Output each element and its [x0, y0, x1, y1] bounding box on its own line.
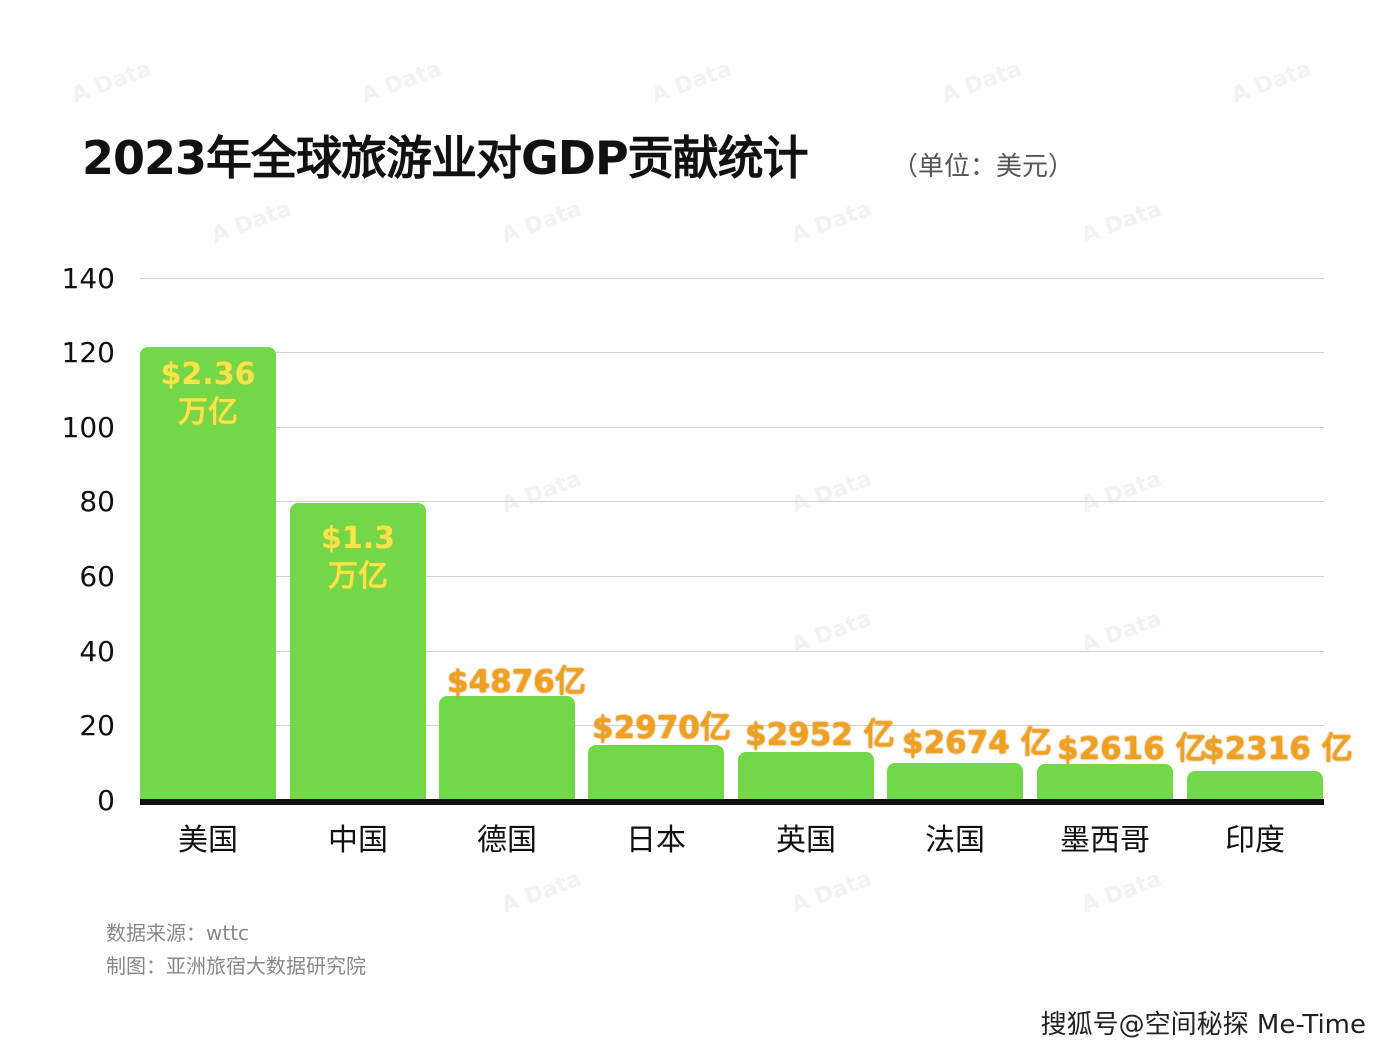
data-label-japan: $2970亿 [592, 710, 731, 746]
bar-china [290, 503, 426, 800]
gridline-40 [140, 651, 1324, 652]
bar-usa [140, 347, 276, 800]
y-tick: 40 [79, 635, 115, 668]
y-tick: 120 [61, 336, 115, 369]
chart-title: 2023年全球旅游业对GDP贡献统计 [82, 131, 809, 185]
chart-unit: （单位：美元） [892, 152, 1075, 182]
data-label-germany: $4876亿 [447, 664, 586, 700]
bar-uk [738, 752, 874, 800]
gridline-20 [140, 725, 1324, 726]
x-axis-baseline [140, 799, 1324, 805]
bar-mexico [1037, 764, 1173, 800]
x-tick-label: 中国 [328, 823, 388, 858]
gridline-80 [140, 501, 1324, 502]
y-tick: 0 [97, 784, 115, 817]
x-tick-label: 英国 [776, 823, 836, 858]
data-label-uk: $2952 亿 [745, 717, 895, 753]
data-label-mexico: $2616 亿 [1057, 731, 1207, 767]
y-tick: 60 [79, 560, 115, 593]
data-label-india: $2316 亿 [1203, 731, 1353, 767]
gridline-60 [140, 576, 1324, 577]
bar-japan [588, 745, 724, 800]
source-note: 数据来源：wttc [106, 921, 250, 945]
publisher-credit: 搜狐号@空间秘探 Me-Time [1040, 1010, 1366, 1040]
data-label-france: $2674 亿 [902, 725, 1052, 761]
x-tick-label: 美国 [178, 823, 238, 858]
data-label-line1: $1.3 [320, 521, 396, 556]
data-label-china: $1.3 万亿 [290, 520, 426, 596]
data-label-usa: $2.36 万亿 [140, 356, 276, 432]
y-tick: 20 [79, 709, 115, 742]
x-tick-label: 墨西哥 [1060, 823, 1150, 858]
gridline-140 [140, 278, 1324, 279]
bar-germany [439, 696, 575, 800]
data-label-line1: $2.36 [160, 357, 256, 392]
y-tick: 100 [61, 411, 115, 444]
y-tick: 80 [79, 485, 115, 518]
bar-france [887, 763, 1023, 800]
x-tick-label: 法国 [925, 823, 985, 858]
maker-note: 制图：亚洲旅宿大数据研究院 [106, 954, 366, 978]
gridline-100 [140, 427, 1324, 428]
data-label-line2: 万亿 [178, 395, 238, 430]
bar-india [1187, 771, 1323, 800]
gridline-120 [140, 352, 1324, 353]
y-tick: 140 [61, 262, 115, 295]
x-tick-label: 德国 [477, 823, 537, 858]
data-label-line2: 万亿 [328, 559, 388, 594]
x-tick-label: 印度 [1225, 823, 1285, 858]
x-tick-label: 日本 [626, 823, 686, 858]
